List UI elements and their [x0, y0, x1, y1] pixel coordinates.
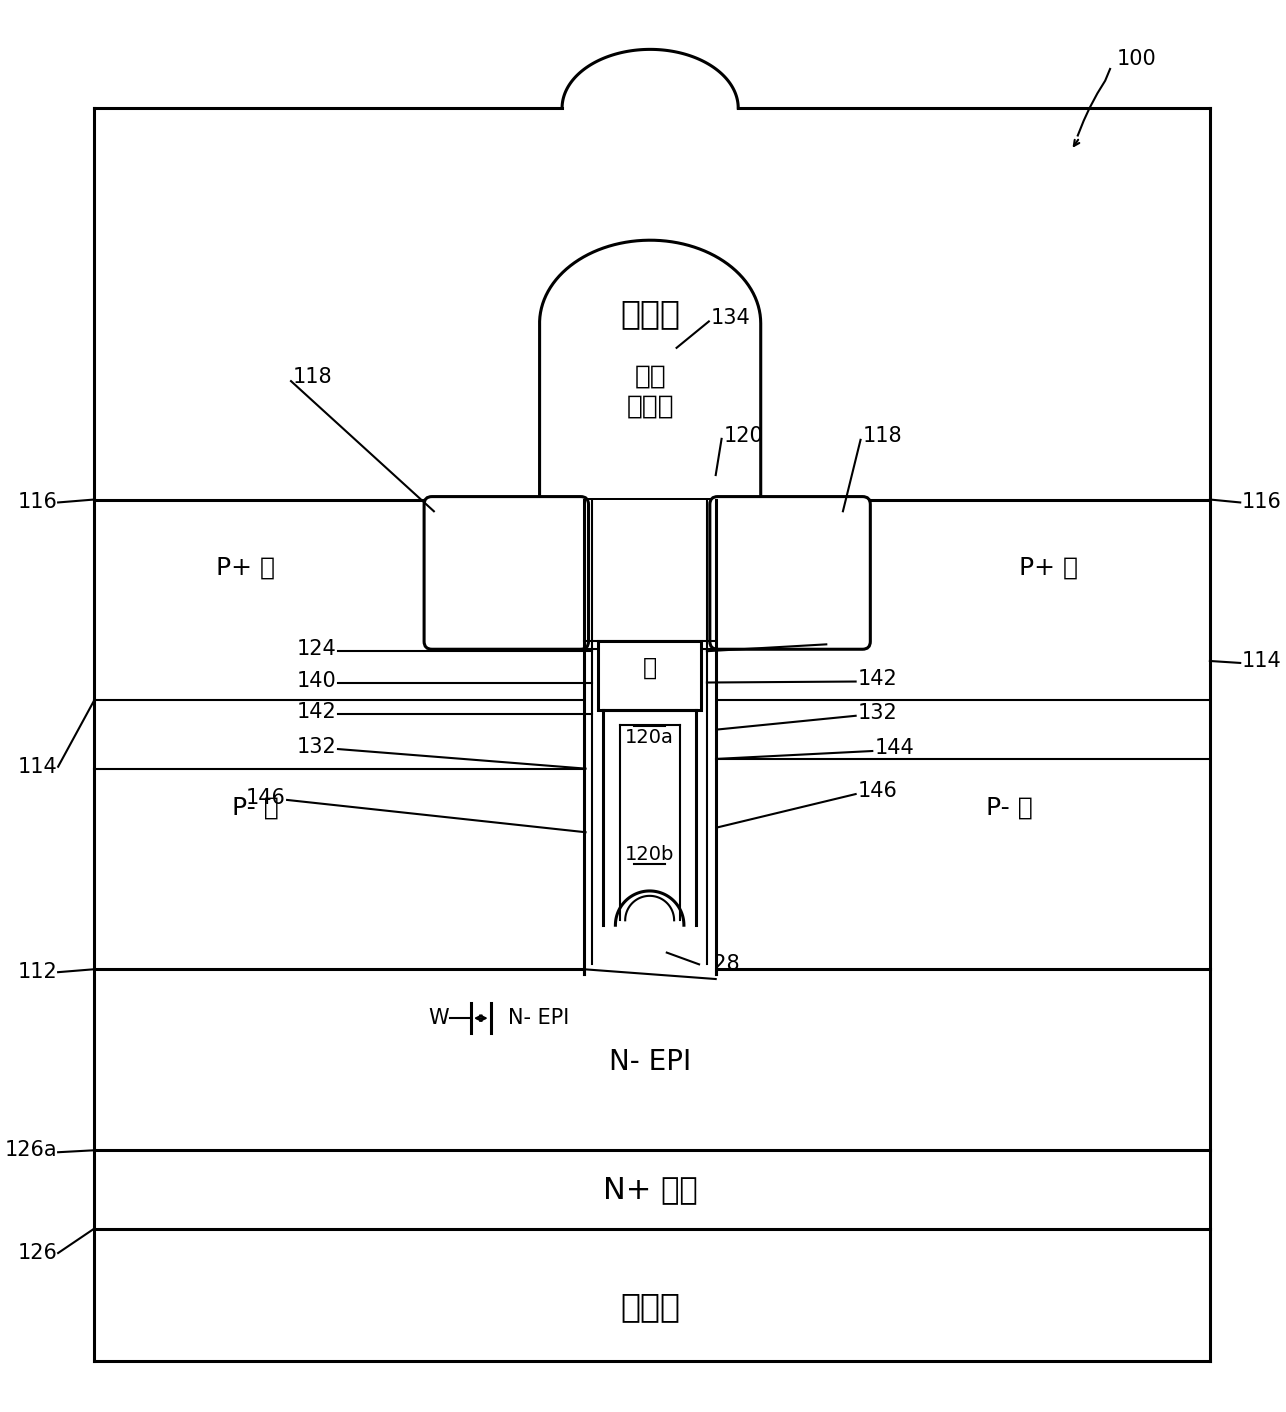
Text: 142: 142	[858, 669, 898, 689]
Text: 116: 116	[1241, 493, 1281, 513]
Text: P- 阱: P- 阱	[986, 796, 1033, 820]
Text: P+ 体: P+ 体	[1019, 556, 1078, 580]
Text: 138: 138	[828, 631, 868, 651]
Text: 118: 118	[863, 426, 901, 446]
Text: 144: 144	[874, 738, 914, 758]
Text: 134: 134	[711, 308, 751, 329]
Text: 146: 146	[246, 788, 285, 808]
Text: W: W	[428, 1008, 449, 1028]
Text: N- EPI: N- EPI	[508, 1008, 570, 1028]
Text: N+
源: N+ 源	[487, 551, 525, 594]
Text: 116: 116	[17, 493, 57, 513]
Text: 中间
电介质: 中间 电介质	[626, 364, 674, 419]
Text: P- 阱: P- 阱	[233, 796, 279, 820]
Text: 112: 112	[18, 962, 57, 983]
Bar	[598, 641, 701, 710]
Text: 146: 146	[858, 781, 898, 801]
Text: 126a: 126a	[5, 1141, 57, 1161]
Text: 栅: 栅	[643, 655, 657, 679]
Text: 120a: 120a	[625, 727, 674, 747]
FancyBboxPatch shape	[424, 497, 589, 650]
Text: 128: 128	[701, 955, 741, 974]
Text: 114: 114	[18, 757, 57, 777]
Text: P+ 体: P+ 体	[216, 556, 275, 580]
Text: 114: 114	[1241, 651, 1281, 671]
Text: N- EPI: N- EPI	[610, 1048, 692, 1076]
Text: N+
源: N+ 源	[772, 551, 809, 594]
Text: 140: 140	[296, 671, 336, 690]
Text: 118: 118	[293, 367, 333, 387]
Polygon shape	[603, 710, 696, 925]
Text: 120b: 120b	[625, 844, 674, 864]
Text: 132: 132	[858, 703, 898, 723]
Polygon shape	[540, 240, 761, 500]
Text: 124: 124	[296, 640, 336, 659]
Text: N+ 基片: N+ 基片	[603, 1175, 697, 1204]
Text: 132: 132	[296, 737, 336, 757]
Text: 142: 142	[296, 702, 336, 722]
Bar	[584, 500, 716, 974]
Text: 100: 100	[1118, 49, 1156, 69]
FancyBboxPatch shape	[710, 497, 871, 650]
Text: 120: 120	[724, 426, 764, 446]
Text: 漏金属: 漏金属	[620, 1291, 680, 1323]
Text: 源金属: 源金属	[620, 297, 680, 330]
Text: 126: 126	[17, 1243, 57, 1262]
